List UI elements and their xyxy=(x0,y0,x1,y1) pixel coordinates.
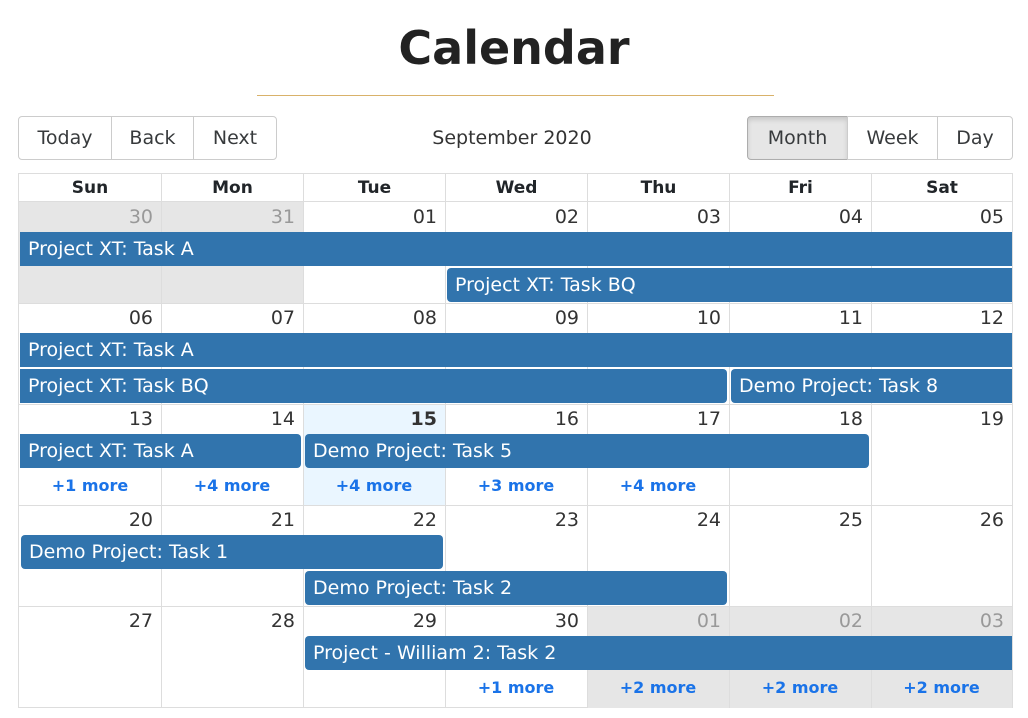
day-cell[interactable] xyxy=(871,506,1012,606)
show-more-label[interactable]: +2 more xyxy=(619,678,697,697)
weekday-header-tue: Tue xyxy=(303,174,445,202)
title-divider xyxy=(257,95,774,96)
event-bar[interactable]: Project XT: Task BQ xyxy=(447,268,1012,302)
weekday-header-mon: Mon xyxy=(161,174,303,202)
date-number[interactable]: 19 xyxy=(979,408,1004,430)
page-title: Calendar xyxy=(398,21,630,75)
date-number[interactable]: 18 xyxy=(838,408,863,430)
date-number[interactable]: 02 xyxy=(838,610,863,632)
show-more-label[interactable]: +1 more xyxy=(477,678,555,697)
date-number[interactable]: 13 xyxy=(128,408,153,430)
event-bar[interactable]: Project XT: Task BQ xyxy=(20,369,727,403)
day-cell[interactable] xyxy=(729,506,871,606)
date-number[interactable]: 12 xyxy=(979,307,1004,329)
weekday-header-sat: Sat xyxy=(871,174,1012,202)
event-bar[interactable]: Project XT: Task A xyxy=(20,434,301,468)
date-number[interactable]: 22 xyxy=(412,509,437,531)
month-calendar-grid: Sun Mon Tue Wed Thu Fri Sat 30 31 01 02 03 04 05 06 07 0… xyxy=(18,173,1013,708)
day-cell[interactable] xyxy=(445,506,587,606)
show-more-link[interactable]: +1 more xyxy=(19,476,161,495)
weekday-header-fri: Fri xyxy=(729,174,871,202)
show-more-link[interactable]: +2 more xyxy=(587,678,729,697)
day-cell[interactable] xyxy=(871,405,1012,505)
day-cell[interactable] xyxy=(303,607,445,708)
day-view-button[interactable]: Day xyxy=(937,116,1013,160)
week-view-button[interactable]: Week xyxy=(847,116,938,160)
date-number[interactable]: 31 xyxy=(270,206,295,228)
date-number[interactable]: 21 xyxy=(270,509,295,531)
date-number[interactable]: 23 xyxy=(554,509,579,531)
event-bar[interactable]: Demo Project: Task 1 xyxy=(21,535,443,569)
show-more-label[interactable]: +4 more xyxy=(335,476,413,495)
today-button[interactable]: Today xyxy=(18,116,112,160)
weekday-header-sun: Sun xyxy=(19,174,161,202)
date-number[interactable]: 07 xyxy=(270,307,295,329)
event-bar[interactable]: Project - William 2: Task 2 xyxy=(305,636,1012,670)
event-bar[interactable]: Demo Project: Task 8 xyxy=(731,369,1012,403)
week-divider xyxy=(19,505,1012,506)
show-more-label[interactable]: +2 more xyxy=(903,678,980,697)
date-number[interactable]: 02 xyxy=(554,206,579,228)
date-number[interactable]: 17 xyxy=(696,408,721,430)
nav-button-group: Today Back Next xyxy=(18,116,277,160)
show-more-link[interactable]: +2 more xyxy=(871,678,1012,697)
show-more-label[interactable]: +1 more xyxy=(51,476,129,495)
day-cell[interactable] xyxy=(587,506,729,606)
event-bar[interactable]: Demo Project: Task 5 xyxy=(305,434,869,468)
show-more-link[interactable]: +4 more xyxy=(161,476,303,495)
weekday-header-thu: Thu xyxy=(587,174,729,202)
date-number[interactable]: 03 xyxy=(696,206,721,228)
date-number[interactable]: 20 xyxy=(128,509,153,531)
show-more-link[interactable]: +1 more xyxy=(445,678,587,697)
date-number[interactable]: 25 xyxy=(838,509,863,531)
date-number[interactable]: 27 xyxy=(128,610,153,632)
date-number[interactable]: 01 xyxy=(412,206,437,228)
month-view-button[interactable]: Month xyxy=(747,116,848,160)
date-number[interactable]: 09 xyxy=(554,307,579,329)
show-more-link[interactable]: +3 more xyxy=(445,476,587,495)
date-number[interactable]: 15 xyxy=(410,408,437,430)
date-number[interactable]: 29 xyxy=(412,610,437,632)
event-bar[interactable]: Project XT: Task A xyxy=(20,232,1012,266)
date-number[interactable]: 03 xyxy=(979,610,1004,632)
week-divider xyxy=(19,606,1012,607)
date-number[interactable]: 16 xyxy=(554,408,579,430)
show-more-label[interactable]: +2 more xyxy=(761,678,839,697)
date-number[interactable]: 30 xyxy=(554,610,579,632)
date-number[interactable]: 08 xyxy=(412,307,437,329)
show-more-label[interactable]: +4 more xyxy=(619,476,697,495)
date-number[interactable]: 28 xyxy=(270,610,295,632)
date-number[interactable]: 04 xyxy=(838,206,863,228)
week-divider xyxy=(19,404,1012,405)
show-more-label[interactable]: +4 more xyxy=(193,476,271,495)
back-button[interactable]: Back xyxy=(111,116,194,160)
show-more-label[interactable]: +3 more xyxy=(477,476,555,495)
date-number[interactable]: 06 xyxy=(128,307,153,329)
week-divider xyxy=(19,303,1012,304)
current-period-label: September 2020 xyxy=(432,127,592,149)
date-number[interactable]: 11 xyxy=(838,307,863,329)
show-more-link[interactable]: +2 more xyxy=(729,678,871,697)
show-more-link[interactable]: +4 more xyxy=(303,476,445,495)
next-button[interactable]: Next xyxy=(193,116,277,160)
day-cell[interactable] xyxy=(161,607,303,708)
date-number[interactable]: 10 xyxy=(696,307,721,329)
weekday-header-wed: Wed xyxy=(445,174,587,202)
date-number[interactable]: 30 xyxy=(128,206,153,228)
view-button-group: Month Week Day xyxy=(747,116,1013,160)
date-number[interactable]: 26 xyxy=(979,509,1004,531)
event-bar[interactable]: Project XT: Task A xyxy=(20,333,1012,367)
show-more-link[interactable]: +4 more xyxy=(587,476,729,495)
date-number[interactable]: 05 xyxy=(979,206,1004,228)
date-number[interactable]: 01 xyxy=(696,610,721,632)
event-bar[interactable]: Demo Project: Task 2 xyxy=(305,571,727,605)
date-number[interactable]: 24 xyxy=(696,509,721,531)
date-number[interactable]: 14 xyxy=(270,408,295,430)
